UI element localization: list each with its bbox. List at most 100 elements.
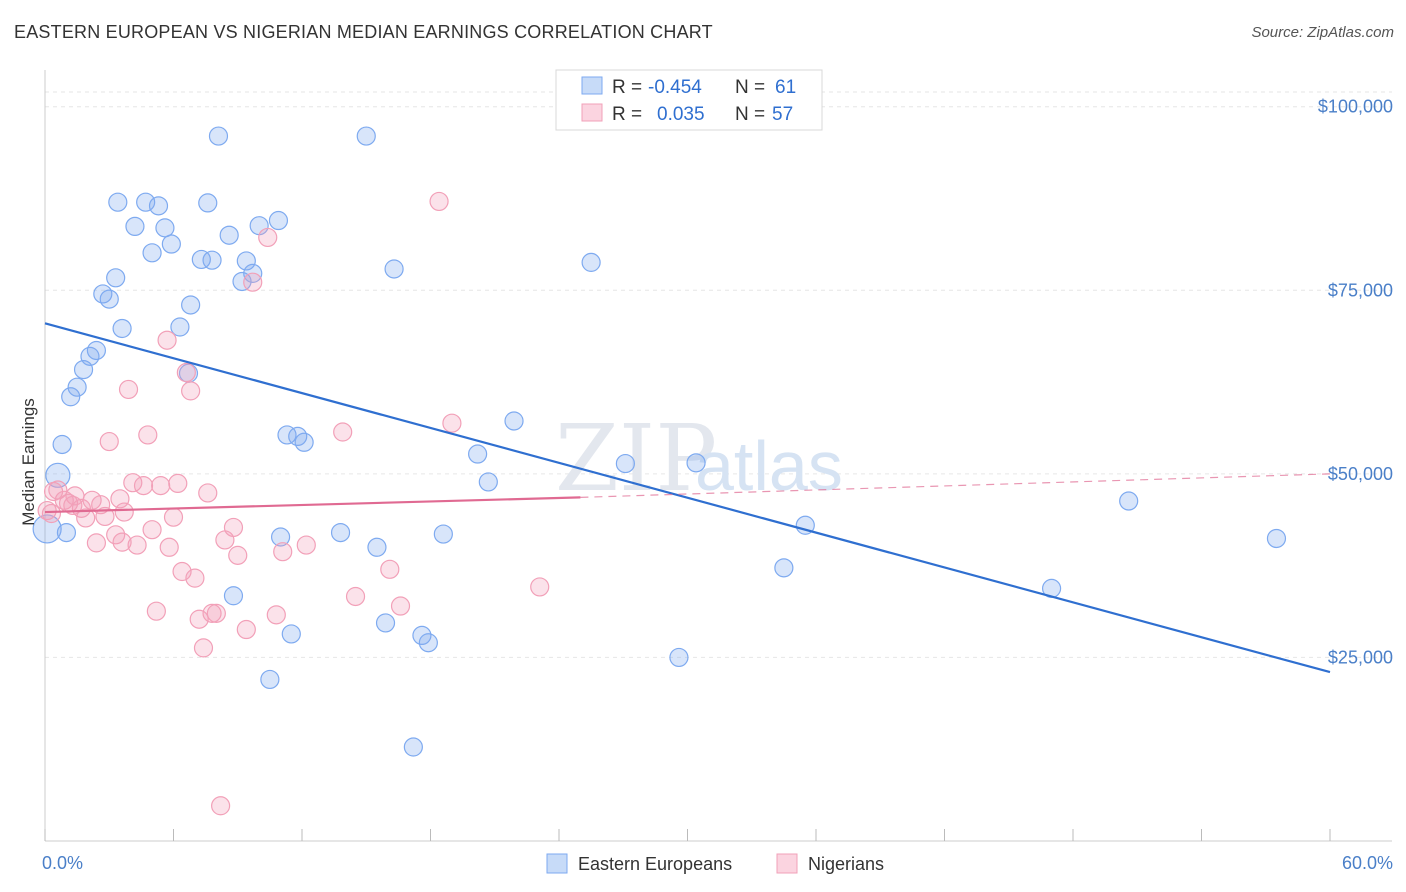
point-eastern-european — [208, 126, 229, 146]
point-eastern-european — [686, 453, 706, 473]
point-eastern-european — [270, 527, 291, 547]
point-nigerian — [530, 577, 550, 597]
point-nigerian — [123, 473, 143, 493]
chart-title: EASTERN EUROPEAN VS NIGERIAN MEDIAN EARN… — [14, 22, 713, 42]
point-nigerian — [106, 525, 126, 545]
point-nigerian — [168, 473, 188, 494]
y-tick-label: $25,000 — [1328, 647, 1393, 667]
point-eastern-european — [181, 295, 201, 315]
point-nigerian — [127, 535, 147, 555]
point-nigerian — [181, 381, 201, 401]
point-eastern-european — [125, 216, 145, 237]
point-nigerian — [206, 603, 226, 623]
point-eastern-european — [468, 444, 488, 464]
point-nigerian — [442, 413, 462, 433]
point-nigerian — [273, 542, 293, 562]
trend-line-nigerian — [44, 496, 581, 514]
legend: R = -0.454 N = 61 R = 0.035 N = 57 — [555, 69, 823, 131]
point-eastern-european — [795, 515, 815, 535]
point-eastern-european — [136, 192, 156, 212]
point-eastern-european — [106, 268, 126, 288]
point-eastern-european — [774, 558, 794, 578]
legend-r-label: R = — [612, 104, 642, 125]
point-nigerian — [202, 603, 222, 623]
x-tick-label: 0.0% — [42, 853, 83, 873]
point-eastern-european — [52, 434, 72, 455]
watermark-zip: ZIP — [555, 405, 717, 512]
watermark-atlas: atlas — [695, 427, 843, 505]
point-eastern-european — [191, 249, 211, 270]
trend-line-eastern-european — [44, 322, 1331, 674]
point-nigerian — [163, 507, 184, 527]
point-eastern-european — [161, 234, 181, 254]
legend-row-nigerian: R = 0.035 N = 57 — [581, 103, 793, 125]
point-eastern-european — [281, 624, 301, 644]
axes — [44, 70, 1392, 842]
point-eastern-european — [367, 537, 387, 557]
point-nigerian — [133, 476, 154, 496]
legend-swatch-eastern — [581, 76, 603, 95]
point-eastern-european — [330, 522, 351, 543]
y-tick-label: $75,000 — [1328, 280, 1393, 300]
point-nigerian — [151, 476, 171, 496]
point-nigerian — [193, 638, 214, 658]
point-nigerian — [91, 495, 111, 515]
y-tick-label: $100,000 — [1318, 97, 1393, 117]
legend-r-label: R = — [612, 77, 642, 98]
point-nigerian — [82, 490, 102, 510]
point-eastern-european — [669, 647, 689, 668]
y-tick-labels: $25,000 $50,000 $75,000 $100,000 — [1318, 97, 1393, 668]
point-eastern-european — [504, 411, 524, 431]
point-eastern-european — [223, 586, 244, 606]
point-eastern-european — [56, 522, 77, 543]
bottom-legend-swatch-eastern — [546, 853, 568, 874]
point-nigerian — [142, 520, 162, 540]
y-tick-label: $50,000 — [1328, 464, 1393, 484]
point-eastern-european — [108, 192, 128, 212]
legend-n-label: N = — [735, 104, 765, 125]
point-nigerian — [118, 379, 139, 400]
point-nigerian — [185, 568, 205, 588]
point-eastern-european — [403, 737, 423, 757]
point-eastern-european — [148, 196, 169, 216]
point-eastern-european — [93, 284, 113, 304]
point-eastern-european — [294, 432, 314, 452]
point-eastern-european — [219, 225, 239, 245]
point-nigerian — [159, 537, 179, 557]
point-eastern-european — [433, 524, 453, 544]
point-nigerian — [76, 508, 96, 528]
point-eastern-european — [67, 377, 87, 397]
source-label: Source: ZipAtlas.com — [1251, 24, 1394, 41]
bottom-legend-eastern: Eastern Europeans — [578, 854, 732, 874]
point-nigerian — [198, 483, 218, 503]
point-eastern-european — [202, 250, 222, 270]
point-eastern-european — [375, 613, 396, 633]
point-nigerian — [258, 227, 278, 248]
x-tick-label: 60.0% — [1342, 853, 1393, 873]
point-eastern-european — [236, 251, 256, 271]
point-eastern-european — [1119, 491, 1139, 511]
point-eastern-european — [198, 193, 218, 213]
point-eastern-european — [418, 633, 438, 653]
legend-row-eastern: R = -0.454 N = 61 — [581, 76, 796, 98]
point-nigerian — [157, 330, 177, 350]
point-nigerian — [228, 545, 248, 565]
legend-swatch-nigerian — [581, 103, 603, 122]
point-nigerian — [296, 535, 316, 555]
point-nigerian — [211, 796, 231, 816]
point-nigerian — [63, 495, 83, 516]
point-eastern-european — [384, 259, 404, 279]
point-eastern-european — [260, 669, 280, 690]
point-nigerian — [146, 601, 166, 621]
point-nigerian — [112, 532, 132, 552]
legend-r-value: -0.454 — [648, 77, 702, 98]
point-eastern-european — [142, 243, 162, 263]
trend-lines — [44, 322, 1331, 674]
data-points — [32, 126, 1287, 816]
legend-n-value: 61 — [775, 77, 796, 98]
point-eastern-european — [155, 218, 175, 238]
point-eastern-european — [112, 318, 132, 339]
x-tick-labels: 0.0% 60.0% — [42, 853, 1393, 873]
point-eastern-european — [86, 340, 107, 361]
